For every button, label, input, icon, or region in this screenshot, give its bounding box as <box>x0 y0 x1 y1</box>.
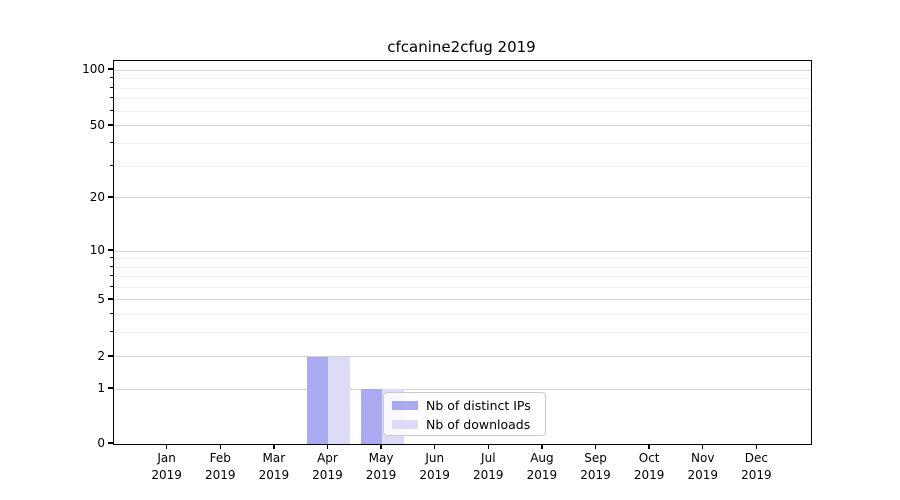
x-tick-mark <box>326 444 329 449</box>
y-tick-label: 0 <box>97 436 105 450</box>
x-tick-label: Jun 2019 <box>419 451 450 482</box>
y-minor-tick-mark <box>110 274 113 276</box>
legend-label-distinct-ips: Nb of distinct IPs <box>426 398 531 413</box>
minor-gridline <box>114 313 811 315</box>
x-tick-mark <box>755 444 758 449</box>
y-tick-label: 5 <box>97 291 105 306</box>
y-minor-tick-mark <box>110 312 113 314</box>
y-tick-label: 50 <box>89 117 105 132</box>
y-minor-tick-mark <box>110 77 113 79</box>
y-minor-tick-mark <box>110 285 113 287</box>
y-tick-mark <box>108 298 113 300</box>
y-minor-tick-mark <box>110 164 113 166</box>
x-tick-label: Jul 2019 <box>473 451 504 482</box>
bar-distinct-ips <box>307 356 329 444</box>
x-tick-mark <box>648 444 650 449</box>
minor-gridline <box>114 165 811 167</box>
minor-gridline <box>114 110 811 112</box>
major-gridline <box>114 197 811 199</box>
y-tick-mark <box>108 124 113 126</box>
x-tick-mark <box>219 444 221 449</box>
y-tick-label: 100 <box>82 62 105 76</box>
x-tick-label: Apr 2019 <box>312 451 343 482</box>
y-tick-mark <box>108 442 113 444</box>
legend: Nb of distinct IPs Nb of downloads <box>383 392 546 436</box>
y-tick-mark <box>108 387 113 389</box>
y-tick-label: 20 <box>89 189 105 204</box>
bar-downloads <box>328 356 350 444</box>
x-tick-label: Dec 2019 <box>741 451 772 482</box>
major-gridline <box>114 125 811 127</box>
y-tick-label: 10 <box>89 243 105 257</box>
major-gridline <box>114 388 811 390</box>
x-tick-label: May 2019 <box>365 451 397 482</box>
minor-gridline <box>114 286 811 288</box>
y-tick-mark <box>108 196 113 198</box>
y-minor-tick-mark <box>110 257 113 258</box>
x-tick-label: Jan 2019 <box>151 451 182 482</box>
x-tick-label: Mar 2019 <box>258 451 290 482</box>
major-gridline <box>114 250 811 252</box>
minor-gridline <box>114 143 811 145</box>
minor-gridline <box>114 275 811 277</box>
major-gridline <box>114 356 811 358</box>
major-gridline <box>114 69 811 71</box>
minor-gridline <box>114 266 811 268</box>
y-minor-tick-mark <box>110 330 113 332</box>
x-tick-mark <box>594 444 597 449</box>
minor-gridline <box>114 87 811 89</box>
y-tick-mark <box>108 249 113 251</box>
x-tick-label: Aug 2019 <box>526 451 558 482</box>
y-minor-tick-mark <box>110 265 113 267</box>
x-tick-label: Feb 2019 <box>204 451 236 482</box>
major-gridline <box>114 299 811 301</box>
x-tick-mark <box>702 444 704 449</box>
legend-swatch-distinct-ips <box>392 401 418 410</box>
y-minor-tick-mark <box>110 142 113 144</box>
x-tick-mark <box>165 444 168 449</box>
minor-gridline <box>114 331 811 333</box>
bar-distinct-ips <box>360 389 383 444</box>
legend-row-distinct-ips: Nb of distinct IPs <box>384 396 545 415</box>
minor-gridline <box>114 78 811 80</box>
y-minor-tick-mark <box>110 86 113 88</box>
x-tick-mark <box>487 444 489 449</box>
x-tick-label: Nov 2019 <box>687 451 719 482</box>
x-tick-mark <box>541 444 543 449</box>
legend-row-downloads: Nb of downloads <box>384 415 545 434</box>
plot-area <box>113 60 812 445</box>
legend-label-downloads: Nb of downloads <box>426 417 531 432</box>
x-tick-mark <box>433 444 436 449</box>
x-tick-mark <box>273 444 275 449</box>
minor-gridline <box>114 258 811 259</box>
x-tick-label: Sep 2019 <box>580 451 611 482</box>
y-tick-mark <box>108 68 113 70</box>
x-tick-label: Oct 2019 <box>633 451 665 482</box>
minor-gridline <box>114 98 811 100</box>
legend-swatch-downloads <box>392 420 418 429</box>
y-tick-label: 2 <box>97 348 105 363</box>
x-tick-mark <box>380 444 382 449</box>
chart-title: cfcanine2cfug 2019 <box>387 38 536 56</box>
y-tick-label: 1 <box>97 381 105 395</box>
y-minor-tick-mark <box>110 97 113 99</box>
y-tick-mark <box>108 355 113 357</box>
y-minor-tick-mark <box>110 109 113 111</box>
